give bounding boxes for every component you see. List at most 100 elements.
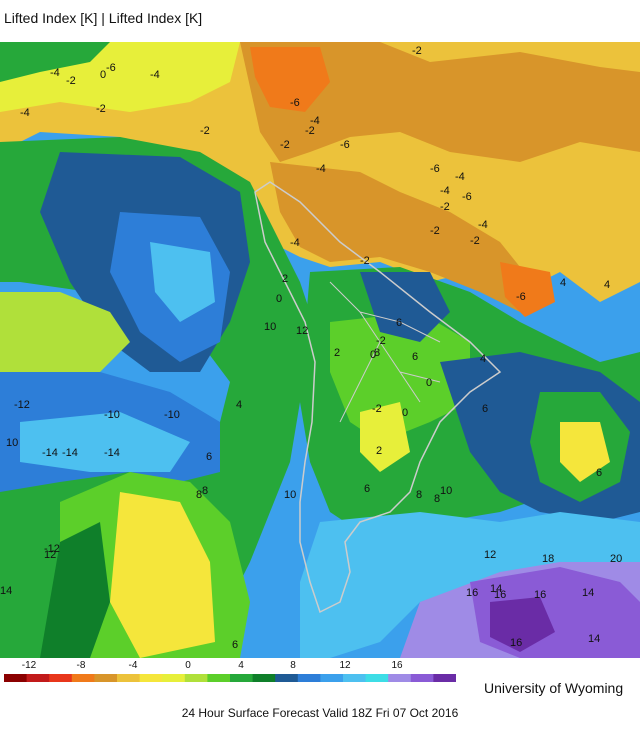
southwest-yellow-core [110,492,215,658]
contour-value-label: 10 [284,489,296,501]
contour-value-label: 20 [610,553,622,565]
colorbar-swatch [162,674,186,682]
contour-value-label: -6 [462,191,472,203]
contour-value-label: 8 [202,485,208,497]
credit-text: University of Wyoming [484,680,624,696]
continent-yellow-cell [360,402,410,472]
contour-value-label: -2 [66,75,76,87]
contour-value-label: -2 [440,201,450,213]
contour-value-label: 6 [482,403,488,415]
contour-value-label: -6 [340,139,350,151]
contour-value-label: -4 [20,107,30,119]
contour-value-label: 4 [236,399,242,411]
tick-label-12: 12 [339,660,351,671]
contour-value-label: -6 [430,163,440,175]
pacific-cyan-core [150,242,215,322]
contour-value-label: 2 [282,273,288,285]
contour-value-label: 16 [466,587,478,599]
contour-value-label: 0 [276,293,282,305]
contour-value-label: -4 [478,219,488,231]
contour-value-label: 8 [196,489,202,501]
colorbar-swatch [94,674,118,682]
continent-blue-cell [360,272,450,342]
contour-value-label: -6 [290,97,300,109]
contour-value-label: 8 [416,489,422,501]
colorbar-swatch [252,674,276,682]
contour-value-label: 6 [396,317,402,329]
colorbar-swatch [49,674,73,682]
contour-value-label: -4 [50,67,60,79]
contour-value-label: -4 [455,171,465,183]
south-pacific-cyan [20,412,190,472]
contour-value-label: -2 [200,125,210,137]
contour-value-label: -4 [440,185,450,197]
contour-value-label: -4 [290,237,300,249]
contour-value-label: 6 [364,483,370,495]
contour-value-label: 0 [402,407,408,419]
contour-value-label: 16 [534,589,546,601]
contour-value-label: -6 [106,62,116,74]
contour-value-label: -14 [62,447,78,459]
contour-value-label: 16 [510,637,522,649]
contour-value-label: -2 [372,403,382,415]
colorbar-swatch [26,674,50,682]
east-orange-blob [500,262,555,317]
contour-value-label: 10 [6,437,18,449]
tick-label-4: 4 [238,660,244,671]
colorbar-swatch [230,674,254,682]
contour-value-label: 6 [412,351,418,363]
west-yellow-lobe [0,292,130,382]
contour-value-label: -2 [280,139,290,151]
contour-value-label: 4 [560,277,566,289]
colorbar-swatch [297,674,321,682]
contour-value-label: 0 [426,377,432,389]
colorbar-swatch [343,674,367,682]
colorbar-swatch [71,674,95,682]
contour-value-label: 14 [490,583,502,595]
contour-value-label: 2 [334,347,340,359]
contour-value-label: 8 [374,347,380,359]
contour-value-label: 16 [494,589,506,601]
contour-value-label: -12 [44,543,60,555]
contour-value-label: -10 [164,409,180,421]
contour-value-label: 14 [588,633,600,645]
nw-green-strip [0,42,110,82]
contour-value-label: -4 [150,69,160,81]
colorbar-swatch [275,674,299,682]
contour-value-label: 6 [596,467,602,479]
colorbar-swatch [139,674,163,682]
colorbar-tick-labels: -12 -8 -4 0 4 8 12 16 [0,660,640,672]
contour-value-label: 0 [370,349,376,361]
chart-title: Lifted Index [K] | Lifted Index [K] [4,10,203,26]
andes-orange-area [270,162,540,312]
contour-value-label: 4 [604,279,610,291]
contour-value-label: 10 [440,485,452,497]
contour-value-label: 12 [296,325,308,337]
contour-value-label: -10 [104,409,120,421]
tick-label-0: 0 [185,660,191,671]
colorbar-swatch [117,674,141,682]
colorbar-swatch [207,674,231,682]
tick-label-8: 8 [290,660,296,671]
contour-value-label: -2 [305,125,315,137]
south-atlantic-violet-core [490,597,555,652]
colorbar-swatch [433,674,456,682]
contour-value-label: -14 [104,447,120,459]
contour-value-label: 0 [100,69,106,81]
contour-value-label: -4 [310,115,320,127]
colorbar-swatch [184,674,208,682]
contour-value-label: 6 [232,639,238,651]
tick-label-neg8: -8 [76,660,86,671]
forecast-valid-text: 24 Hour Surface Forecast Valid 18Z Fri 0… [181,706,459,720]
contour-value-label: 8 [434,493,440,505]
contour-value-label: -2 [470,235,480,247]
colorbar [4,674,456,682]
contour-value-label: -14 [42,447,58,459]
tick-label-neg12: -12 [21,660,37,671]
lifted-index-map: -2-4-2 0-6-4-2-4-2-6-4-2-6-2-4 -6-4-2-4 -6-… [0,42,640,658]
contour-value-label: 14 [0,585,12,597]
contour-value-label: 10 [264,321,276,333]
atlantic-yellow-core [560,422,610,482]
coastline [254,181,502,614]
colorbar-swatch [320,674,344,682]
